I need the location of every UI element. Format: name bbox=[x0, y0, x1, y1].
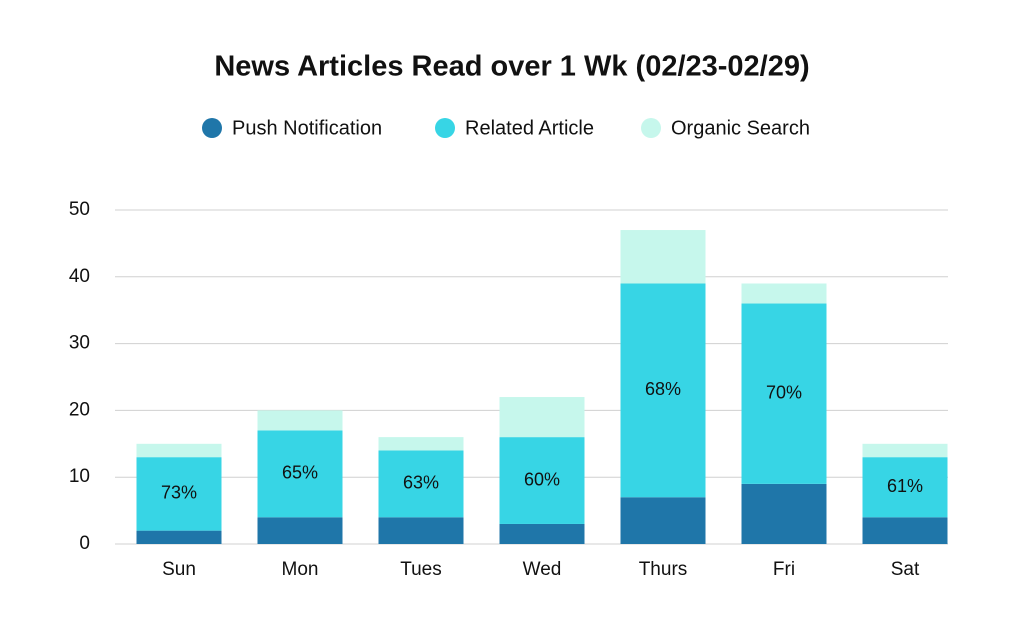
bar-segment bbox=[620, 497, 706, 544]
bar-segment bbox=[499, 437, 585, 524]
y-tick-label: 50 bbox=[69, 199, 90, 220]
bar-segment bbox=[257, 410, 343, 431]
legend-swatch bbox=[641, 118, 661, 138]
x-tick-label: Sat bbox=[891, 559, 920, 580]
bar-segment bbox=[257, 517, 343, 544]
data-label: 61% bbox=[887, 476, 923, 496]
legend-swatch bbox=[435, 118, 455, 138]
data-label: 60% bbox=[524, 469, 560, 489]
bar-segment bbox=[741, 303, 827, 484]
bar-segment bbox=[620, 283, 706, 498]
x-tick-label: Tues bbox=[400, 559, 442, 580]
y-tick-label: 20 bbox=[69, 399, 90, 420]
legend-label: Related Article bbox=[465, 117, 594, 139]
bar-segment bbox=[378, 437, 464, 451]
data-label: 70% bbox=[766, 382, 802, 402]
bar-segment bbox=[136, 530, 222, 544]
bar-segment bbox=[499, 397, 585, 438]
data-label: 68% bbox=[645, 379, 681, 399]
bar-segment bbox=[741, 283, 827, 304]
bar-segment bbox=[862, 457, 948, 518]
legend-label: Push Notification bbox=[232, 117, 382, 139]
data-label: 73% bbox=[161, 483, 197, 503]
x-tick-label: Mon bbox=[282, 559, 319, 580]
y-tick-label: 0 bbox=[79, 533, 90, 554]
x-tick-label: Fri bbox=[773, 559, 795, 580]
bar-segment bbox=[378, 517, 464, 544]
bar-segment bbox=[499, 523, 585, 544]
chart-title: News Articles Read over 1 Wk (02/23-02/2… bbox=[214, 51, 809, 83]
x-tick-label: Sun bbox=[162, 559, 196, 580]
x-tick-label: Thurs bbox=[639, 559, 688, 580]
bar-segment bbox=[862, 517, 948, 544]
bar-segment bbox=[257, 430, 343, 518]
bar-segment bbox=[136, 443, 222, 458]
bar-segment bbox=[136, 457, 222, 531]
bar-segment bbox=[862, 443, 948, 458]
legend-swatch bbox=[202, 118, 222, 138]
bar-segment bbox=[620, 230, 706, 284]
bar-segment bbox=[741, 483, 827, 544]
x-tick-label: Wed bbox=[523, 559, 562, 580]
y-tick-label: 30 bbox=[69, 333, 90, 354]
y-tick-label: 10 bbox=[69, 466, 90, 487]
data-label: 65% bbox=[282, 463, 318, 483]
legend-label: Organic Search bbox=[671, 117, 810, 139]
bar-segment bbox=[378, 450, 464, 518]
data-label: 63% bbox=[403, 473, 439, 493]
y-tick-label: 40 bbox=[69, 266, 90, 287]
